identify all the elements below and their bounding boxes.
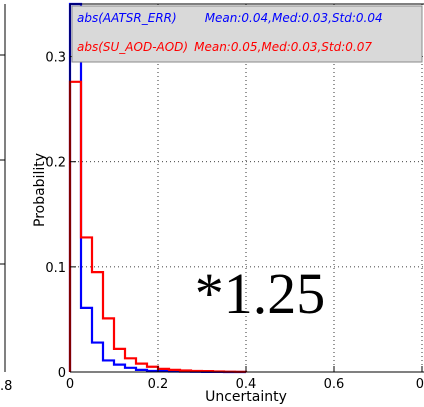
x-tick-label: 0 (66, 377, 74, 392)
x-axis-title: Uncertainty (205, 389, 287, 405)
x-tick-label: 0.6 (324, 377, 345, 392)
legend-series-stats-red: Mean:0.05,Med:0.03,Std:0.07 (194, 40, 372, 54)
legend-series-name-red: abs(SU_AOD-AOD) (77, 40, 188, 54)
y-axis-title: Probability (32, 153, 48, 227)
left-panel-tick-label: .8 (0, 379, 12, 394)
y-tick-label: 0.1 (45, 261, 66, 276)
legend-entry-blue: abs(AATSR_ERR) Mean:0.04,Med:0.03,Std:0.0… (77, 11, 383, 25)
legend-entry-red: abs(SU_AOD-AOD) Mean:0.05,Med:0.03,Std:0.… (77, 40, 372, 54)
x-tick-label: 0.4 (236, 377, 257, 392)
y-tick-label: 0.2 (45, 156, 66, 171)
axis-ticks: 0 0.2 0.4 0.6 0. 0 0.1 0.2 0.3 (45, 51, 424, 392)
legend-series-stats-blue: Mean:0.04,Med:0.03,Std:0.04 (205, 11, 383, 25)
legend: abs(AATSR_ERR) Mean:0.04,Med:0.03,Std:0.0… (71, 5, 423, 63)
plot-area (70, 4, 424, 372)
legend-series-name-blue: abs(AATSR_ERR) (77, 11, 177, 25)
y-tick-label: 0 (58, 366, 66, 381)
legend-box (71, 5, 423, 63)
y-tick-label: 0.3 (45, 51, 66, 66)
x-tick-label: 0.2 (148, 377, 169, 392)
scale-annotation: *1.25 (195, 261, 326, 326)
x-tick-label: 0. (416, 377, 424, 392)
